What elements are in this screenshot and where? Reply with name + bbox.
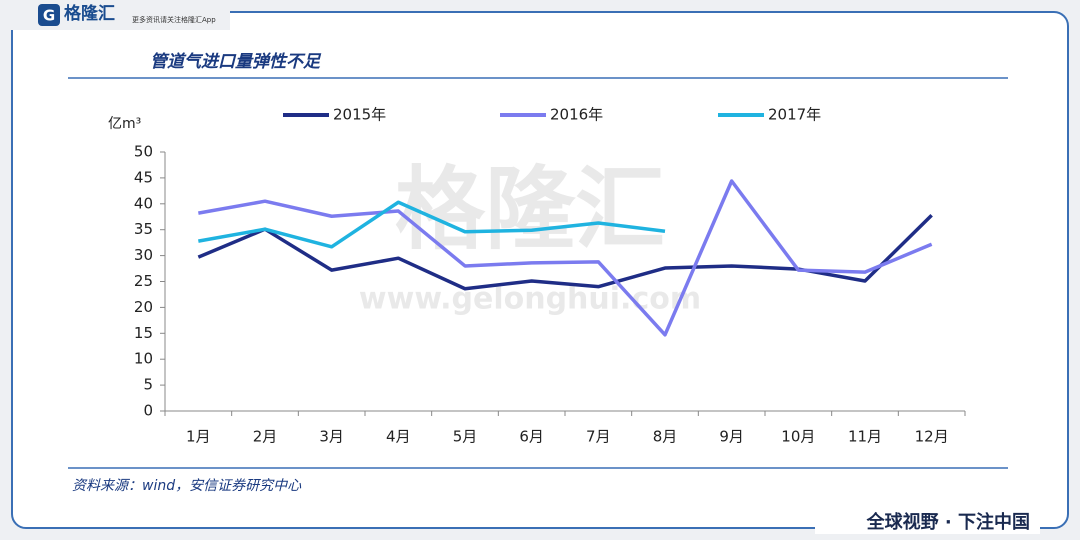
x-tick-label: 2月 [253,428,278,446]
logo-bg [0,0,230,30]
y-tick-label: 5 [143,376,153,394]
x-tick-label: 5月 [453,428,478,446]
x-tick-label: 4月 [386,428,411,446]
x-tick-label: 12月 [915,428,949,446]
watermark-name: 格隆汇 [395,157,665,262]
y-tick-label: 0 [143,402,153,420]
tagline: 更多资讯请关注格隆汇App [132,15,216,24]
plot: 0 5 10 15 20 25 30 35 40 45 50 1月 2月 3月 4月 5月 6月 7月 8月 9月 10… [134,106,966,446]
y-tick-label: 50 [134,143,153,161]
series-line [198,200,666,249]
x-tick-label: 8月 [653,428,678,446]
x-tick-label: 7月 [586,428,611,446]
y-tick-label: 15 [134,324,153,342]
footer-bg [815,512,1040,534]
x-tick-label: 1月 [186,428,211,446]
x-tick-label: 9月 [719,428,744,446]
chart-title: 管道气进口量弹性不足 [150,52,322,72]
y-tick-label: 25 [134,272,153,290]
y-tick-label: 30 [134,246,153,264]
source: 资料来源：wind，安信证券研究中心 [72,478,302,494]
logo-icon [38,4,60,26]
y-tick-label: 45 [134,168,153,186]
y-axis-label: 亿m³ [108,116,141,132]
y-tick-label: 10 [134,350,153,368]
legend-label: 2016年 [550,106,603,124]
logo-icon-letter: G [43,7,55,25]
x-tick-label: 3月 [319,428,344,446]
y-tick-label: 35 [134,220,153,238]
x-tick-label: 10月 [781,428,815,446]
x-tick-label: 11月 [848,428,882,446]
legend-label: 2015年 [333,106,386,124]
legend-label: 2017年 [768,106,821,124]
logo-text: 格隆汇 [64,3,115,24]
watermark-url: www.gelonghui.com [359,282,701,317]
series-line [198,179,933,337]
frame [11,11,1069,529]
y-tick-label: 20 [134,298,153,316]
x-tick-label: 6月 [519,428,544,446]
footer: 全球视野 · 下注中国 [866,511,1030,533]
y-tick-label: 40 [134,194,153,212]
